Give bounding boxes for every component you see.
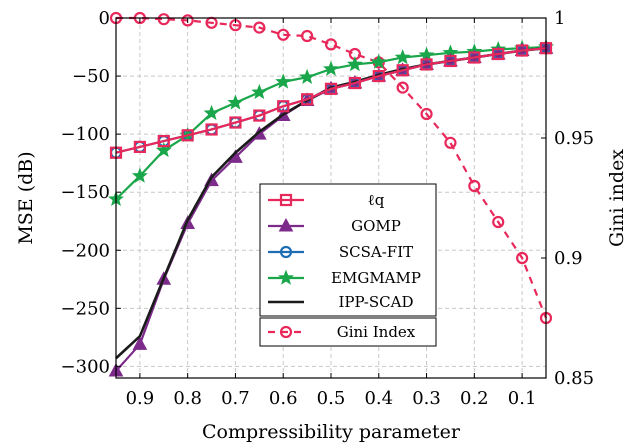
data-point	[133, 140, 146, 154]
data-point	[229, 116, 242, 129]
legend: ℓq GOMP SCSA-FIT EMGMAMP IPP-SCAD Gini Index	[259, 183, 437, 347]
data-point	[157, 134, 170, 148]
data-point	[396, 81, 409, 94]
data-point	[516, 251, 529, 265]
data-point	[492, 215, 505, 229]
data-point	[396, 64, 409, 77]
x-tick-label: 0.3	[412, 388, 441, 409]
data-point	[277, 100, 290, 113]
legend-label: Gini Index	[337, 323, 416, 341]
y-right-tick-label: 1	[554, 8, 565, 29]
y-left-tick-label: −50	[72, 66, 110, 87]
data-point	[157, 13, 170, 26]
series--q	[109, 42, 553, 159]
y-left-tick-label: −100	[61, 124, 110, 145]
x-axis-title: Compressibility parameter	[202, 421, 461, 443]
legend-marker	[278, 217, 294, 232]
data-point	[277, 28, 290, 41]
data-point	[348, 76, 361, 90]
data-point	[346, 56, 363, 72]
legend-marker	[279, 325, 293, 339]
data-point	[155, 142, 172, 158]
data-point	[181, 14, 194, 27]
x-tick-label: 0.2	[460, 388, 489, 409]
data-point	[205, 123, 218, 136]
legend-marker	[278, 269, 294, 285]
data-point	[251, 83, 268, 100]
data-point	[370, 53, 387, 69]
y-axis-title-left: MSE (dB)	[15, 151, 37, 244]
y-right-tick-label: 0.9	[554, 248, 583, 269]
legend-marker	[279, 245, 293, 259]
y-left-tick-label: −250	[61, 298, 110, 319]
data-point	[492, 47, 505, 61]
data-point	[516, 44, 529, 57]
x-tick-label: 0.7	[221, 388, 250, 409]
data-point	[372, 69, 385, 83]
y-left-tick-label: 0	[99, 8, 110, 29]
data-point	[301, 93, 314, 106]
y-left-tick-label: −200	[61, 240, 110, 261]
data-point	[444, 136, 457, 149]
x-tick-label: 0.9	[126, 388, 155, 409]
data-point	[420, 107, 433, 121]
y-right-tick-label: 0.95	[554, 128, 594, 149]
data-point	[324, 82, 338, 95]
data-point	[132, 336, 148, 350]
data-point	[203, 104, 220, 121]
legend-label: EMGMAMP	[331, 269, 421, 287]
data-point	[253, 109, 266, 122]
legend-label: IPP-SCAD	[339, 293, 414, 311]
y-axis-title-right: Gini index	[606, 149, 628, 247]
legend-box-gini	[259, 317, 437, 347]
data-point	[299, 68, 316, 85]
y-left-tick-label: −150	[61, 182, 110, 203]
y-right-tick-label: 0.85	[554, 368, 594, 389]
series-line	[115, 47, 547, 154]
x-tick-label: 0.4	[364, 388, 393, 409]
data-point	[275, 73, 292, 89]
data-point	[468, 51, 481, 64]
y-left-tick-label: −300	[61, 356, 110, 377]
data-point	[131, 167, 148, 183]
data-point	[420, 58, 433, 71]
data-point	[444, 54, 457, 68]
x-tick-label: 0.8	[173, 388, 202, 409]
data-point	[301, 29, 314, 43]
series-layer	[108, 11, 554, 377]
legend-label: GOMP	[351, 217, 401, 235]
data-point	[394, 49, 411, 65]
data-point	[324, 38, 338, 51]
data-point	[181, 129, 194, 142]
data-point	[227, 94, 244, 110]
x-tick-label: 0.5	[317, 388, 346, 409]
x-tick-label: 0.6	[269, 388, 298, 409]
legend-label: ℓq	[368, 191, 385, 209]
data-point	[323, 60, 339, 76]
data-point	[468, 179, 481, 193]
legend-marker	[279, 193, 293, 207]
legend-label: SCSA-FIT	[339, 243, 413, 261]
data-point	[253, 21, 266, 34]
legend-entries: ℓq GOMP SCSA-FIT EMGMAMP IPP-SCAD Gini Index	[268, 191, 421, 341]
tick-labels: 0.9 0.8 0.7 0.6 0.5 0.4 0.3 0.2 0.1 0 −50 −100 −150 −…	[61, 8, 595, 409]
x-tick-label: 0.1	[508, 388, 537, 409]
